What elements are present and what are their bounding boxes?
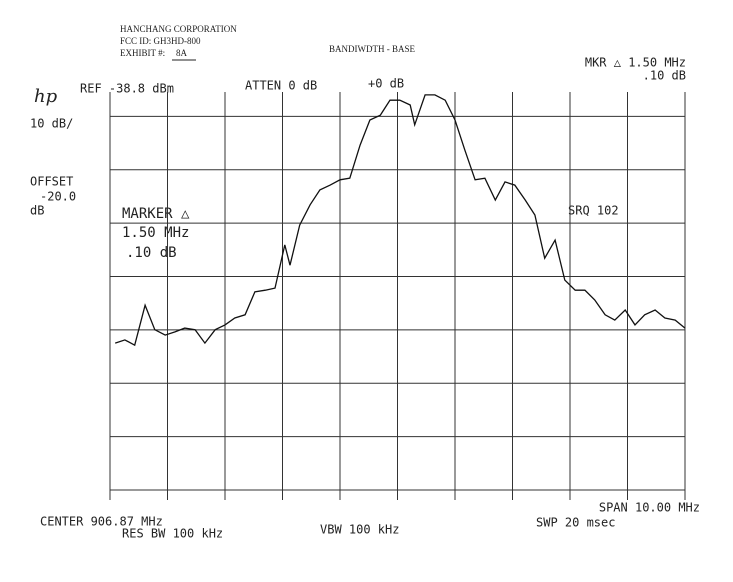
scale: 10 dB/ bbox=[30, 117, 73, 131]
offset-value: -20.0 bbox=[40, 190, 76, 204]
exhibit: 8A bbox=[176, 48, 188, 58]
span: SPAN 10.00 MHz bbox=[599, 501, 700, 515]
company: HANCHANG CORPORATION bbox=[120, 24, 237, 34]
attenuation: ATTEN 0 dB bbox=[245, 79, 317, 93]
offset-label: OFFSET bbox=[30, 175, 73, 189]
marker-freq: 1.50 MHz bbox=[122, 225, 189, 241]
res-bw: RES BW 100 kHz bbox=[122, 527, 223, 541]
chart-title: BANDIWDTH - BASE bbox=[329, 44, 415, 54]
logo: hp bbox=[34, 86, 58, 107]
sweep: SWP 20 msec bbox=[536, 516, 615, 530]
ref-level: REF -38.8 dBm bbox=[80, 82, 174, 96]
srq: SRQ 102 bbox=[568, 204, 619, 218]
marker-readout: MKR △ 1.50 MHz bbox=[585, 56, 686, 70]
fcc-id: FCC ID: GH3HD-800 bbox=[120, 36, 201, 46]
ext-gain: +0 dB bbox=[368, 77, 404, 91]
trace bbox=[114, 94, 686, 347]
vbw: VBW 100 kHz bbox=[320, 523, 399, 537]
offset-unit: dB bbox=[30, 204, 44, 218]
exhibit-label: EXHIBIT #: bbox=[120, 48, 165, 58]
marker-readout-db: .10 dB bbox=[643, 69, 686, 83]
marker-db: .10 dB bbox=[126, 245, 177, 261]
center-freq: CENTER 906.87 MHz bbox=[40, 515, 163, 529]
graticule bbox=[109, 92, 686, 500]
marker-label: MARKER △ bbox=[122, 206, 190, 222]
